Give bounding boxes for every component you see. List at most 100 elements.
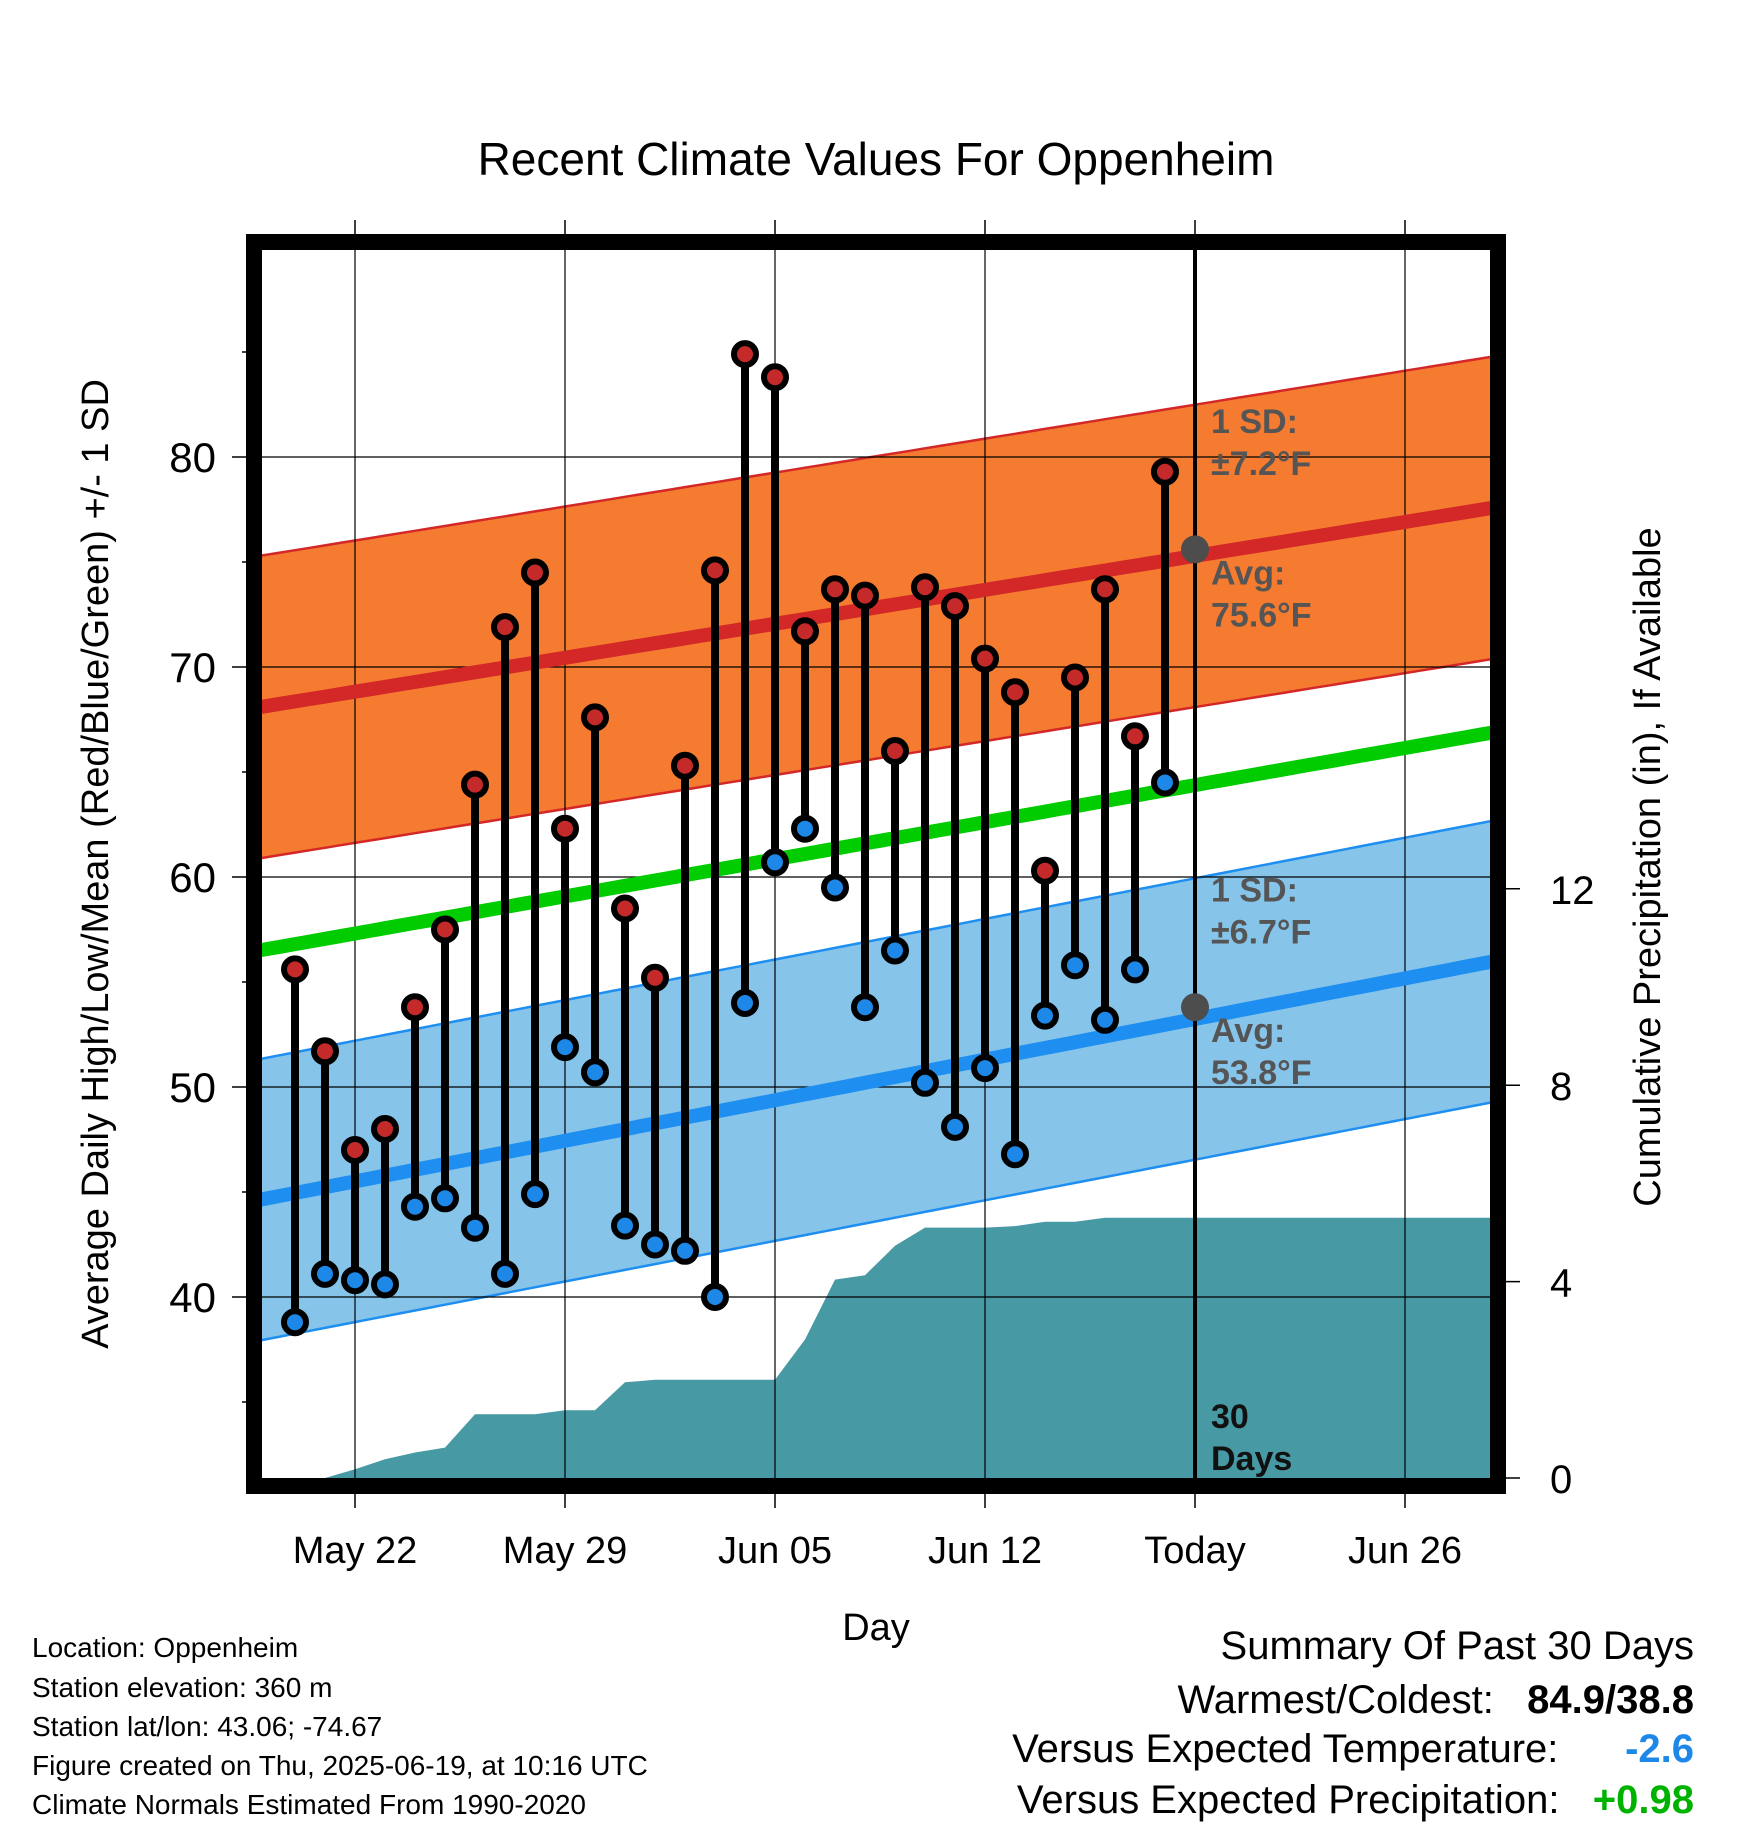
daily-low-point	[911, 1068, 939, 1097]
plot-frame	[246, 234, 1506, 1494]
daily-high-point	[1031, 856, 1059, 885]
daily-low-point	[671, 1236, 699, 1265]
y2-tick-label: 4	[1550, 1262, 1572, 1306]
daily-low-point	[551, 1033, 579, 1062]
daily-low-point	[1031, 1001, 1059, 1030]
precipitation-area	[325, 1217, 1490, 1478]
daily-low-point	[341, 1266, 369, 1295]
latlon-text: Station lat/lon: 43.06; -74.67	[32, 1711, 383, 1742]
y2-tick-label: 0	[1550, 1458, 1572, 1502]
daily-high-point	[521, 558, 549, 587]
daily-low-point	[281, 1308, 309, 1337]
daily-low-point	[701, 1283, 729, 1311]
daily-low-point	[731, 989, 759, 1017]
warmest-coldest-label: Warmest/Coldest:	[1177, 1678, 1494, 1722]
daily-low-point	[761, 848, 789, 877]
precipitation-label: Versus Expected Precipitation:	[1016, 1778, 1560, 1822]
y-tick-label: 70	[169, 644, 216, 691]
daily-high-point	[431, 915, 459, 944]
daily-low-point	[1001, 1140, 1029, 1169]
today-low-normal-marker	[1181, 993, 1209, 1022]
daily-high-point	[551, 814, 579, 843]
daily-low-point	[611, 1211, 639, 1240]
daily-high-point	[1091, 575, 1119, 604]
plot-area: 1 SD: ±7.2°F Avg: 75.6°F 1 SD: ±6.7°F Avg: 53.8…	[262, 250, 1490, 1478]
elevation-text: Station elevation: 360 m	[32, 1672, 333, 1703]
normals-text: Climate Normals Estimated From 1990-2020	[32, 1789, 586, 1820]
daily-low-point	[491, 1259, 519, 1288]
daily-high-point	[1001, 678, 1029, 707]
daily-high-point	[1151, 457, 1179, 486]
daily-high-point	[611, 894, 639, 923]
daily-high-point	[941, 592, 969, 621]
x-tick-label: Today	[1144, 1530, 1245, 1572]
daily-low-point	[941, 1112, 969, 1141]
y2-axis-title: Cumulative Precipitation (in), If Availa…	[1627, 527, 1669, 1206]
daily-high-point	[761, 363, 789, 392]
daily-high-point	[1121, 722, 1149, 751]
x-tick-label: May 22	[293, 1530, 418, 1572]
daily-low-point	[821, 873, 849, 902]
daily-high-point	[311, 1037, 339, 1066]
daily-high-point	[791, 617, 819, 646]
daily-low-point	[1091, 1005, 1119, 1034]
high-band-upper-edge	[262, 355, 1490, 557]
y-tick-label: 60	[169, 854, 216, 901]
summary-title: Summary Of Past 30 Days	[1221, 1626, 1694, 1666]
daily-high-point	[371, 1115, 399, 1143]
daily-low-point	[1121, 955, 1149, 984]
chart-title: Recent Climate Values For Oppenheim	[478, 133, 1275, 185]
daily-high-point	[581, 703, 609, 732]
summary-warmest-coldest: Warmest/Coldest: 84.9/38.8	[1177, 1680, 1694, 1720]
daily-high-point	[281, 955, 309, 984]
daily-high-point	[641, 963, 669, 992]
x-tick-label: May 29	[503, 1530, 628, 1572]
daily-low-point	[641, 1230, 669, 1259]
precipitation-value: +0.98	[1592, 1778, 1694, 1822]
warmest-coldest-value: 84.9/38.8	[1527, 1678, 1694, 1722]
period-days-label: Days	[1211, 1440, 1292, 1478]
y2-tick-label: 8	[1550, 1065, 1572, 1109]
today-high-normal-marker	[1181, 535, 1209, 564]
low-sd-value: ±6.7°F	[1211, 914, 1311, 952]
low-sd-label: 1 SD:	[1211, 872, 1298, 910]
daily-low-point	[461, 1213, 489, 1242]
daily-high-point	[491, 613, 519, 642]
y2-tick-label: 12	[1550, 869, 1595, 913]
temperature-value: -2.6	[1625, 1727, 1694, 1771]
daily-low-point	[971, 1054, 999, 1083]
summary-precipitation: Versus Expected Precipitation: +0.98	[1017, 1780, 1694, 1820]
x-axis-title: Day	[842, 1607, 910, 1649]
low-avg-label: Avg:	[1211, 1012, 1285, 1050]
y-axis-title: Average Daily High/Low/Mean (Red/Blue/Gr…	[75, 379, 117, 1349]
daily-high-point	[881, 737, 909, 765]
summary-title-text: Summary Of Past 30 Days	[1220, 1624, 1694, 1668]
daily-low-point	[581, 1058, 609, 1087]
high-sd-label: 1 SD:	[1211, 403, 1298, 441]
high-sd-value: ±7.2°F	[1211, 445, 1311, 483]
temperature-label: Versus Expected Temperature:	[1012, 1727, 1559, 1771]
daily-low-point	[311, 1259, 339, 1288]
daily-low-point	[401, 1192, 429, 1221]
period-count-label: 30	[1211, 1398, 1249, 1436]
daily-high-point	[971, 644, 999, 673]
y-tick-label: 50	[169, 1064, 216, 1111]
daily-high-point	[1061, 663, 1089, 692]
daily-low-point	[791, 814, 819, 843]
created-text: Figure created on Thu, 2025-06-19, at 10…	[32, 1750, 648, 1781]
low-avg-value: 53.8°F	[1211, 1054, 1312, 1092]
daily-high-point	[911, 573, 939, 602]
daily-high-point	[671, 751, 699, 780]
daily-low-point	[1151, 768, 1179, 797]
high-avg-label: Avg:	[1211, 554, 1285, 592]
x-tick-label: Jun 26	[1348, 1530, 1462, 1572]
daily-low-point	[1061, 951, 1089, 980]
location-text: Location: Oppenheim	[32, 1632, 299, 1663]
daily-low-point	[521, 1180, 549, 1209]
y-tick-label: 80	[169, 434, 216, 481]
daily-high-point	[731, 340, 759, 369]
daily-low-point	[431, 1184, 459, 1213]
daily-high-point	[821, 575, 849, 604]
axes: May 22 May 29 Jun 05 Jun 12 Today Jun 2640506…	[75, 133, 1669, 1649]
